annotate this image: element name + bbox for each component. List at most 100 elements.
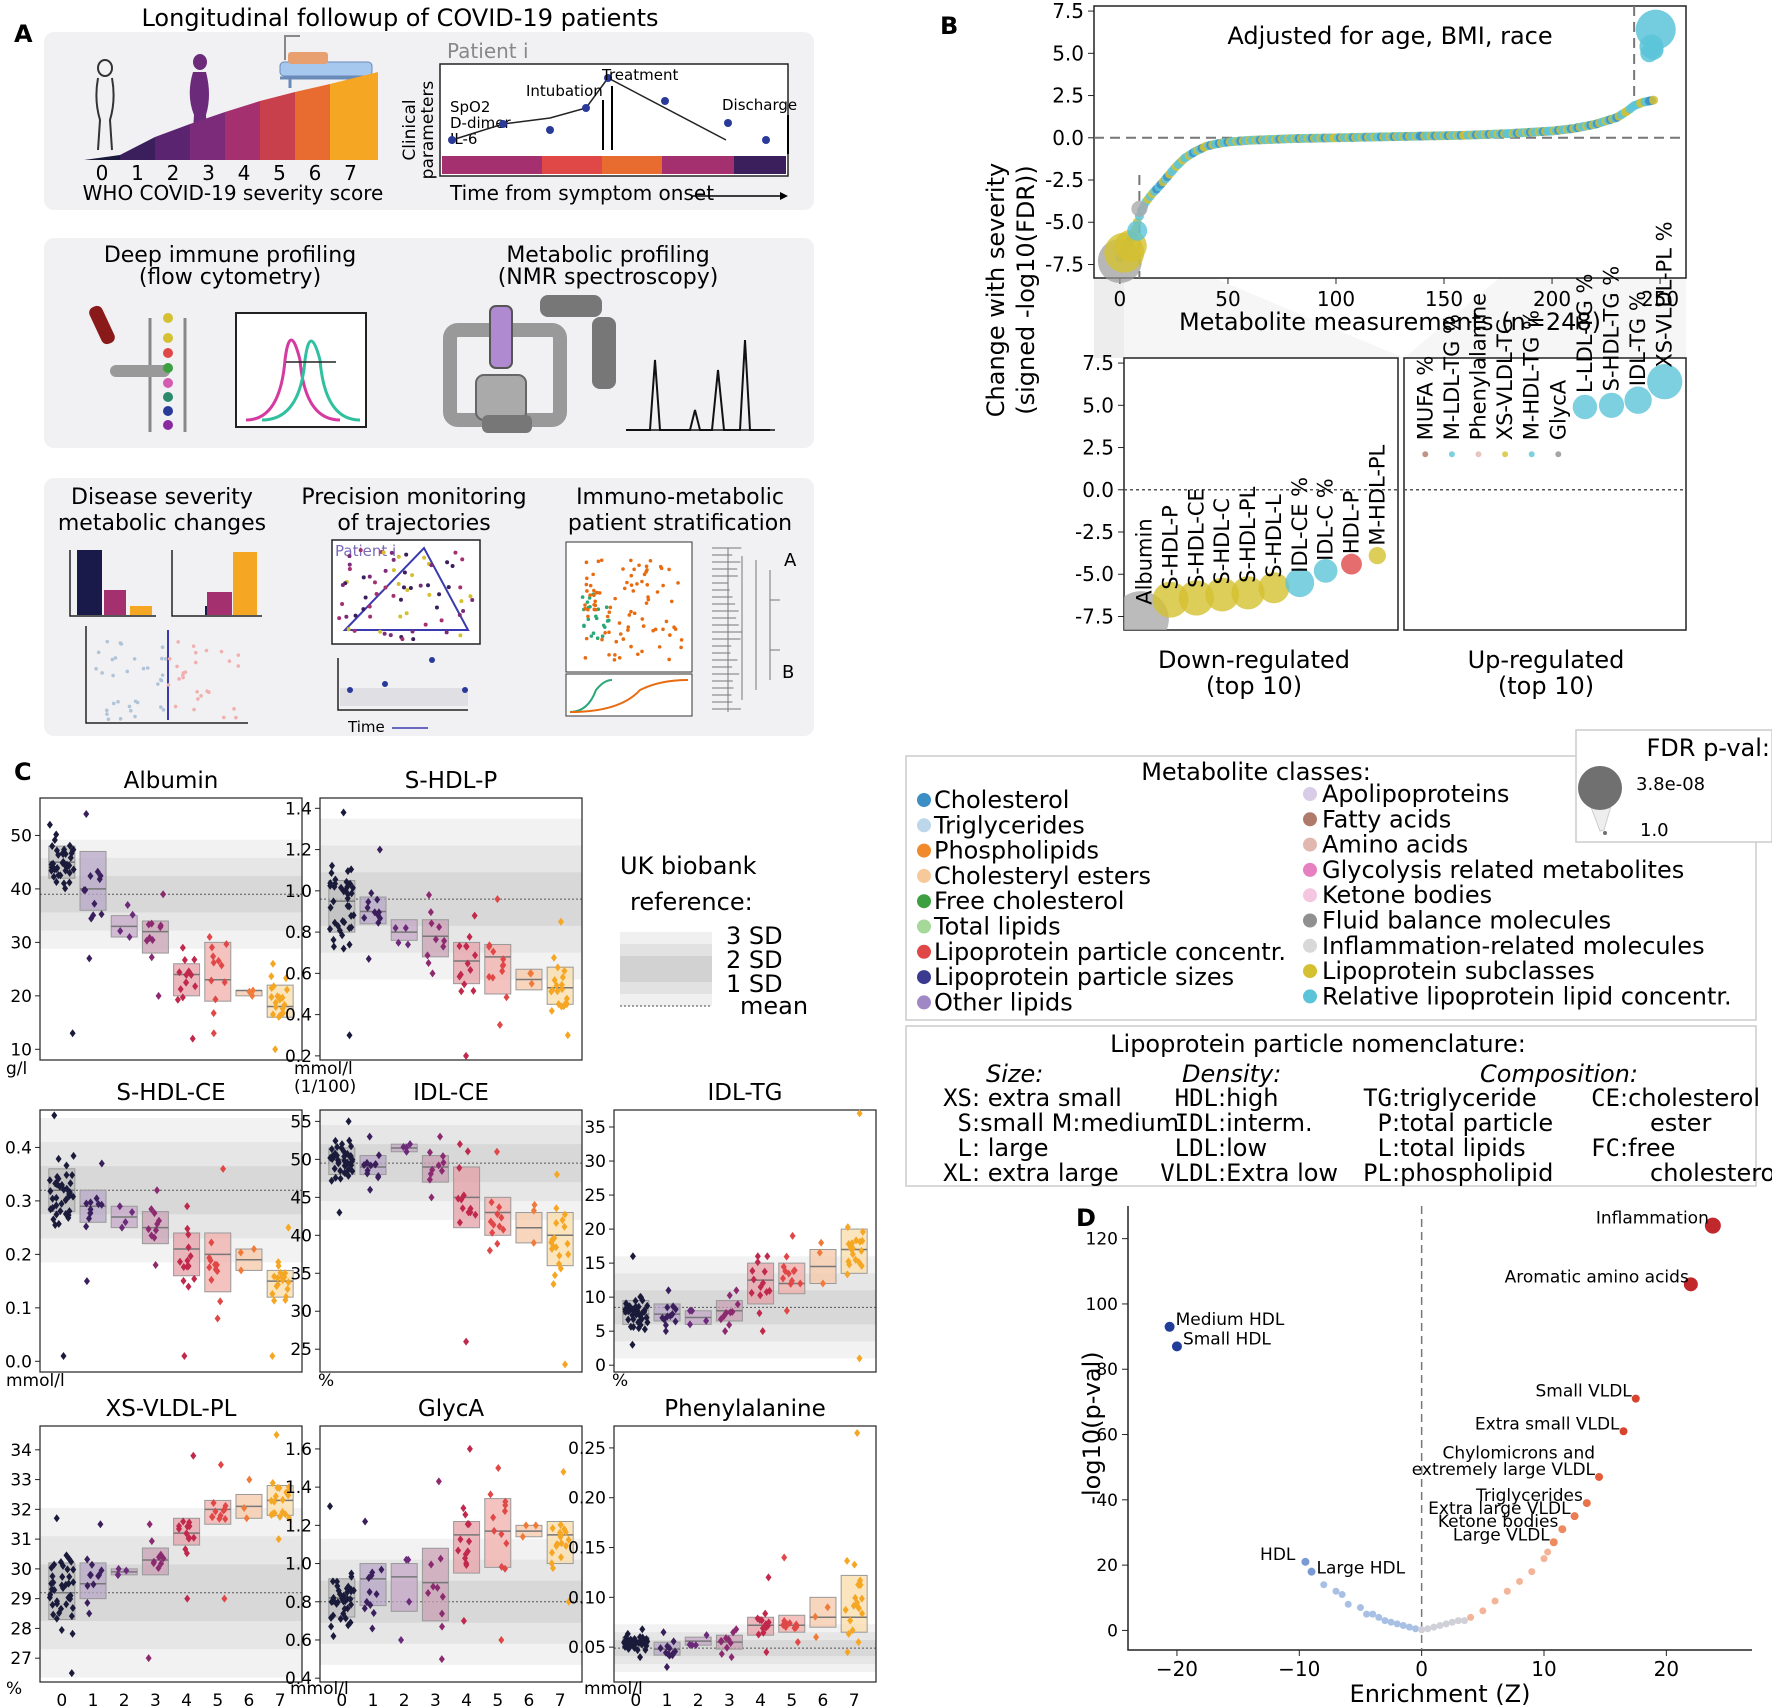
c-ytick: 20: [584, 1220, 606, 1240]
c-data-point: [339, 1140, 346, 1149]
c-data-point: [155, 1216, 162, 1225]
c-data-point: [209, 1513, 216, 1522]
trajectory-dot: [396, 581, 401, 586]
c-box: [421, 1155, 449, 1183]
c-box: [421, 1547, 449, 1622]
volcano-dot: [127, 704, 132, 709]
c-data-point: [844, 1223, 851, 1232]
c-data-point: [789, 1231, 796, 1240]
c-data-point: [643, 1313, 650, 1322]
c-data-point: [329, 861, 336, 870]
c-data-point: [67, 853, 74, 862]
c-data-point: [90, 911, 97, 920]
d-labeled-point: [1683, 1277, 1698, 1292]
c-data-point: [467, 1204, 474, 1213]
discharge-label: Discharge: [722, 96, 797, 114]
c-data-point: [54, 1599, 61, 1608]
metabolite-legend: Metabolite classes: CholesterolTriglycer…: [905, 729, 1772, 1187]
b-down-label-1: Down-regulated: [1158, 646, 1350, 674]
c-unit-label: %: [6, 1679, 22, 1699]
c-data-point: [780, 1274, 787, 1283]
c-ytick: 5: [595, 1322, 606, 1342]
c-data-point: [212, 995, 219, 1004]
c-data-point: [754, 1252, 761, 1261]
d-point: [1405, 1623, 1413, 1631]
c-data-point: [272, 1492, 279, 1501]
c-data-point: [339, 931, 346, 940]
c-data-point: [214, 1314, 221, 1323]
b-sub-category-label: XS-VLDL-PL %: [1653, 221, 1677, 367]
severity-volcano-illustration: [69, 550, 262, 724]
d-point: [1332, 1587, 1340, 1595]
legend-marker: [917, 843, 931, 858]
c-data-point: [424, 951, 431, 960]
c-data-point: [62, 1209, 69, 1218]
c-data-point: [184, 1202, 191, 1211]
b-sub-point: [1152, 581, 1189, 618]
volcano-dot: [113, 656, 118, 660]
intubation-label: Intubation: [526, 82, 603, 100]
fdr-small-circle: [1603, 831, 1607, 835]
trajectory-dot: [410, 573, 415, 578]
b-sub-point: [1528, 451, 1535, 458]
c-data-point: [791, 1266, 798, 1275]
c-xtick: 0: [630, 1691, 641, 1708]
c-data-point: [246, 1475, 253, 1484]
stratification-dot: [592, 607, 597, 612]
c-data-point: [348, 1569, 355, 1578]
c-data-point: [87, 1571, 94, 1580]
stratification-dot: [596, 559, 601, 564]
stratification-dot: [679, 638, 684, 642]
trajectory-dot: [410, 629, 415, 634]
trajectory-dot: [418, 583, 423, 588]
panel-b: B -7.5 -5.0 -2.5 0.0 2.5 5.0 7.5 0 50 100 150 200 25…: [940, 0, 1687, 700]
c-data-point: [764, 1621, 771, 1630]
d-point: [1544, 1548, 1552, 1556]
c-data-point: [148, 953, 155, 962]
stratification-dot: [614, 639, 619, 644]
c-unit-label: mmol/l: [290, 1679, 349, 1699]
c-data-point: [426, 890, 433, 899]
volcano-dot: [163, 657, 168, 661]
volcano-dot: [110, 657, 115, 662]
c-data-point: [341, 1604, 348, 1613]
d-point-label: Inflammation: [1596, 1209, 1709, 1229]
c-data-point: [220, 1164, 227, 1173]
c-ytick: 0.05: [568, 1638, 606, 1658]
c-data-point: [46, 1176, 53, 1185]
c-data-point: [281, 1000, 288, 1009]
panel-c: C Albumin1020304050g/lS-HDL-P0.20.40.60.…: [5, 758, 877, 1708]
c-data-point: [50, 872, 57, 881]
c-data-point: [429, 969, 436, 978]
c-data-point: [373, 1590, 380, 1599]
volcano-dot: [177, 677, 181, 681]
c-data-point: [629, 1340, 636, 1349]
trajectory-dot: [367, 604, 372, 609]
trajectory-dot: [422, 555, 427, 560]
c-ytick: 40: [10, 880, 32, 900]
c-data-point: [857, 1580, 864, 1589]
trajectory-dot: [361, 575, 366, 580]
c-data-point: [498, 1530, 505, 1539]
stratification-dot: [585, 600, 590, 604]
c-data-point: [370, 1608, 377, 1617]
c-data-point: [464, 1547, 471, 1556]
c-data-point: [86, 1214, 93, 1223]
d-point: [1356, 1604, 1364, 1612]
d-labeled-point: [1631, 1394, 1640, 1403]
d-point: [1460, 1617, 1468, 1625]
c-data-point: [70, 865, 77, 874]
b-sub-ytick: -2.5: [1075, 520, 1114, 544]
c-data-point: [55, 1154, 62, 1163]
c-data-point: [486, 1246, 493, 1255]
c-data-point: [530, 1206, 537, 1215]
c-data-point: [730, 1628, 737, 1637]
legend-marker: [1303, 837, 1317, 852]
trajectory-dot: [389, 550, 394, 555]
c-data-point: [331, 918, 338, 927]
nomen-text: :cholesterol: [1620, 1084, 1760, 1112]
c-unit-label: mmol/l: [584, 1679, 643, 1699]
c-data-point: [348, 1157, 355, 1166]
c-data-point: [54, 864, 61, 873]
c-data-point: [241, 1503, 248, 1512]
